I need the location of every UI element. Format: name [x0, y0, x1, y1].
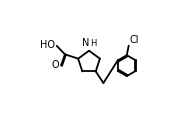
Text: N: N [82, 38, 89, 48]
Text: O: O [51, 61, 59, 70]
Text: H: H [90, 39, 96, 48]
Text: HO: HO [40, 40, 55, 50]
Text: Cl: Cl [130, 35, 139, 45]
